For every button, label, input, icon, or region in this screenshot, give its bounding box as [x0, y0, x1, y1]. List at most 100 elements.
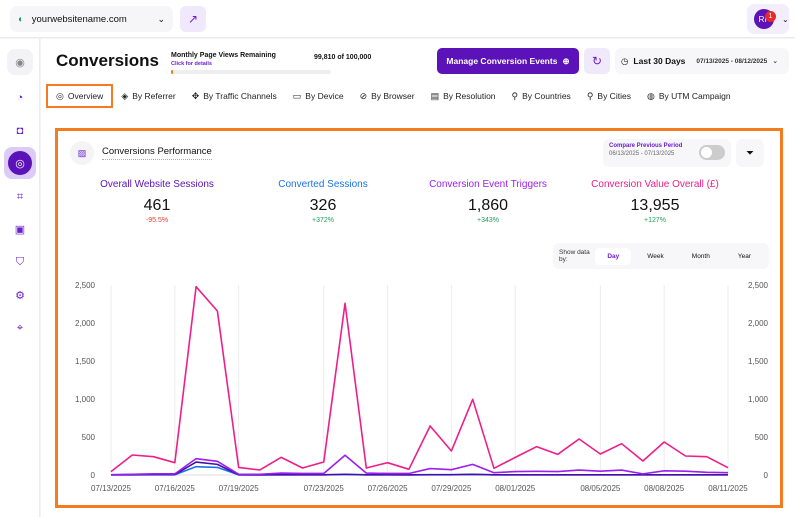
tab-by-referrer[interactable]: ◈ By Referrer [113, 84, 183, 108]
pie-chart-icon: ◔ [16, 92, 24, 104]
tab-label: By Resolution [443, 91, 496, 101]
quota-details-link[interactable]: Click for details [171, 61, 212, 67]
tab-by-countries[interactable]: ⚲ By Countries [504, 84, 579, 108]
y-tick-label-right: 1,000 [748, 395, 769, 404]
tab-label: By Traffic Channels [203, 91, 277, 101]
x-tick-label: 07/29/2025 [431, 484, 472, 493]
sidebar-item-conversions[interactable]: ◎ [4, 147, 36, 179]
date-range-picker[interactable]: ◷ Last 30 Days 07/13/2025 - 08/12/2025 ⌄ [615, 48, 789, 74]
globe-icon: ◐ [18, 13, 24, 25]
sidebar-collapse[interactable]: ◉ [7, 49, 33, 75]
tab-by-resolution[interactable]: ▤ By Resolution [423, 84, 504, 108]
chart-icon[interactable]: ▨ [70, 141, 94, 165]
page-view-quota: Monthly Page Views Remaining Click for d… [171, 52, 371, 67]
series-line-overall-website-sessions [110, 461, 728, 476]
stat-name: Converted Sessions [278, 179, 368, 190]
filter-icon: ⏷ [746, 147, 754, 159]
filter-button[interactable]: ⏷ [736, 139, 764, 167]
refresh-button[interactable]: ↻ [584, 48, 610, 74]
x-tick-label: 08/05/2025 [580, 484, 621, 493]
stat-3: Conversion Value Overall (£) 13,955 +127% [570, 179, 740, 224]
x-tick-label: 07/26/2025 [368, 484, 409, 493]
show-by-day[interactable]: Day [595, 247, 632, 265]
show-data-by: Show data by: Day Week Month Year [553, 243, 769, 269]
manage-label: Manage Conversion Events [446, 56, 558, 66]
top-bar: ◐ yourwebsitename.com ⌄ ↗ RF 1 ⌄ [0, 0, 795, 38]
compare-toggle[interactable] [699, 145, 725, 160]
sidebar-item-privacy[interactable]: ⛉ [7, 249, 33, 275]
website-selector[interactable]: ◐ yourwebsitename.com ⌄ [10, 6, 173, 32]
x-tick-label: 07/16/2025 [155, 484, 196, 493]
quota-label: Monthly Page Views Remaining [171, 52, 276, 59]
stat-value: 1,860 [467, 197, 509, 214]
tab-bar: ◎ Overview ◈ By Referrer ✥ By Traffic Channel… [46, 84, 739, 108]
open-external-button[interactable]: ↗ [180, 6, 206, 32]
clock-icon: ◷ [621, 55, 629, 66]
compare-label: Compare Previous Period [609, 143, 683, 149]
collapse-icon: ◉ [15, 56, 25, 69]
y-tick-label-left: 1,000 [75, 395, 96, 404]
chevron-down-icon: ⌄ [157, 13, 165, 24]
channels-icon: ✥ [191, 90, 200, 101]
referrer-icon: ◈ [121, 90, 129, 101]
show-by-year[interactable]: Year [737, 252, 751, 260]
range-dates: 07/13/2025 - 08/12/2025 [696, 57, 768, 65]
user-initials: RF [758, 14, 770, 24]
tab-by-browser[interactable]: ⊘ By Browser [352, 84, 423, 108]
y-tick-label-right: 2,000 [748, 319, 769, 328]
sidebar-item-heatmaps[interactable]: ⌗ [7, 184, 33, 210]
device-icon: ▭ [292, 90, 302, 101]
tab-label: By Browser [371, 91, 415, 101]
x-tick-label: 07/19/2025 [219, 484, 260, 493]
tab-by-cities[interactable]: ⚲ By Cities [579, 84, 639, 108]
compare-dates: 06/13/2025 - 07/13/2025 [609, 151, 675, 157]
scan-icon: ⌗ [16, 190, 24, 203]
page-title: Conversions [56, 51, 159, 70]
chat-icon: ▣ [14, 223, 26, 236]
tab-label: By UTM Campaign [658, 91, 731, 101]
range-label: Last 30 Days [633, 56, 686, 66]
website-name: yourwebsitename.com [31, 13, 127, 25]
sidebar-item-dashboard[interactable]: ◔ [7, 85, 33, 111]
sidebar-item-location[interactable]: ⌖ [7, 315, 33, 341]
pin-icon: ⚲ [586, 90, 594, 101]
compare-previous-period: Compare Previous Period 06/13/2025 - 07/… [603, 139, 731, 167]
sidebar-item-settings[interactable]: ⚙ [7, 282, 33, 308]
y-tick-label-left: 500 [82, 433, 96, 442]
show-by-label: Show data by: [559, 249, 590, 263]
x-tick-label: 08/08/2025 [644, 484, 685, 493]
tab-label: By Device [305, 91, 344, 101]
stat-name: Conversion Value Overall (£) [591, 179, 719, 190]
tab-by-device[interactable]: ▭ By Device [285, 84, 352, 108]
stat-1: Converted Sessions 326 +372% [238, 179, 408, 224]
stat-0: Overall Website Sessions 461 -95.5% [72, 179, 242, 224]
tab-by-utm-campaign[interactable]: ◍ By UTM Campaign [639, 84, 739, 108]
manage-conversion-events-button[interactable]: Manage Conversion Events ⊕ [437, 48, 579, 74]
quota-value: 99,810 of 100,000 [314, 54, 372, 61]
show-by-week[interactable]: Week [647, 252, 664, 260]
tab-by-traffic-channels[interactable]: ✥ By Traffic Channels [184, 84, 285, 108]
avatar: RF 1 [754, 9, 776, 29]
pin-icon: ⚲ [511, 90, 519, 101]
tab-label: By Countries [522, 91, 571, 101]
sidebar: ◉ ◔ ◘ ◎ ⌗ ▣ ⛉ ⚙ ⌖ [0, 39, 40, 517]
sidebar-item-feedback[interactable]: ▣ [7, 216, 33, 242]
stat-2: Conversion Event Triggers 1,860 +343% [403, 179, 573, 224]
series-line-conversion-event-triggers [110, 454, 729, 476]
tab-label: By Referrer [132, 91, 176, 101]
sidebar-item-ecommerce[interactable]: ◘ [7, 118, 33, 144]
stat-change: +372% [312, 217, 334, 224]
tab-label: By Cities [597, 91, 631, 101]
show-by-month[interactable]: Month [691, 252, 710, 260]
external-link-icon: ↗ [187, 12, 199, 26]
notification-badge: 1 [765, 11, 776, 22]
user-menu[interactable]: RF 1 ⌄ [747, 4, 789, 34]
chevron-down-icon: ⌄ [772, 58, 779, 65]
card-title: Conversions Performance [102, 146, 212, 160]
tab-overview[interactable]: ◎ Overview [46, 84, 114, 108]
resolution-icon: ▤ [430, 90, 440, 101]
y-tick-label-right: 0 [764, 471, 769, 480]
stat-value: 461 [143, 197, 171, 214]
y-tick-label-left: 2,000 [75, 319, 96, 328]
conversions-performance-card: ▨ Conversions Performance Compare Previo… [55, 128, 783, 508]
